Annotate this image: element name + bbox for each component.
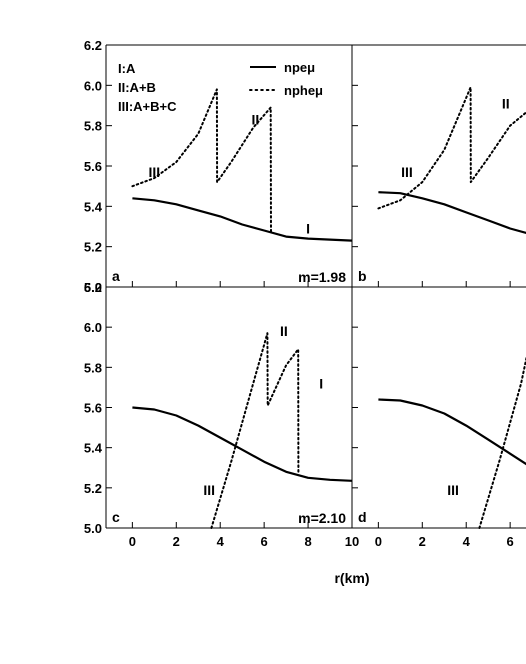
- y-tick-label: 5.8: [84, 360, 102, 375]
- panel-c-mass-label: m=2.10: [298, 510, 346, 526]
- panel-a-phase-annotation: II: [251, 112, 259, 128]
- panel-b-series-nphemu: [377, 86, 526, 210]
- x-tick-label: 0: [129, 534, 136, 549]
- x-tick-label: 6: [261, 534, 268, 549]
- panel-a-letter: a: [112, 268, 120, 284]
- x-tick-label: 0: [375, 534, 382, 549]
- legend-label: npeμ: [284, 60, 315, 75]
- phase-key-entry: II:A+B: [118, 80, 156, 95]
- y-tick-label: 6.0: [84, 78, 102, 93]
- panel-a-mass-label: m=1.98: [298, 269, 346, 285]
- panel-d-series-npemu: [378, 398, 526, 466]
- panel-c-letter: c: [112, 509, 120, 525]
- y-tick-label: 5.8: [84, 119, 102, 134]
- panel-b-phase-annotation: II: [502, 95, 510, 111]
- y-tick-label: 5.0: [84, 521, 102, 536]
- x-tick-label: 4: [217, 534, 225, 549]
- panel-d-phase-annotation: III: [447, 482, 459, 498]
- y-tick-label: 6.0: [84, 320, 102, 335]
- panel-d-letter: d: [358, 509, 367, 525]
- panel-d-series-nphemu: [478, 355, 526, 529]
- panel-b-letter: b: [358, 268, 367, 284]
- y-tick-label: 5.6: [84, 401, 102, 416]
- phase-key-entry: I:A: [118, 61, 136, 76]
- y-tick-label: 6.2: [84, 38, 102, 53]
- panel-c-phase-annotation: III: [203, 482, 215, 498]
- panel-c-series-npemu: [132, 406, 353, 482]
- panel-c-phase-annotation: II: [280, 323, 288, 339]
- y-tick-label: 5.2: [84, 481, 102, 496]
- x-tick-label: 10: [345, 534, 359, 549]
- x-tick-label: 2: [173, 534, 180, 549]
- phase-key-entry: III:A+B+C: [118, 99, 177, 114]
- panel-c-series-nphemu: [210, 332, 300, 529]
- x-axis-title: r(km): [334, 570, 369, 586]
- x-tick-label: 6: [507, 534, 514, 549]
- panel-a-phase-annotation: III: [148, 164, 160, 180]
- y-tick-label: 6.2: [84, 280, 102, 295]
- x-tick-label: 2: [419, 534, 426, 549]
- y-tick-label: 5.6: [84, 159, 102, 174]
- x-tick-label: 8: [304, 534, 311, 549]
- y-tick-label: 5.2: [84, 240, 102, 255]
- panel-a-series-npemu: [132, 197, 353, 242]
- panel-b-phase-annotation: III: [401, 164, 413, 180]
- data-layer: [131, 86, 526, 529]
- panel-b-series-npemu: [378, 191, 526, 235]
- panel-a-phase-annotation: I: [306, 221, 310, 237]
- y-tick-label: 5.4: [84, 441, 103, 456]
- y-tick-label: 5.0: [84, 280, 102, 295]
- panel-a-series-nphemu: [131, 88, 272, 234]
- x-tick-label: 4: [463, 534, 471, 549]
- legend-label: npheμ: [284, 83, 323, 98]
- y-tick-label: 5.4: [84, 199, 103, 214]
- panel-frames: [105, 44, 526, 529]
- panel-c-phase-annotation: I: [319, 375, 323, 391]
